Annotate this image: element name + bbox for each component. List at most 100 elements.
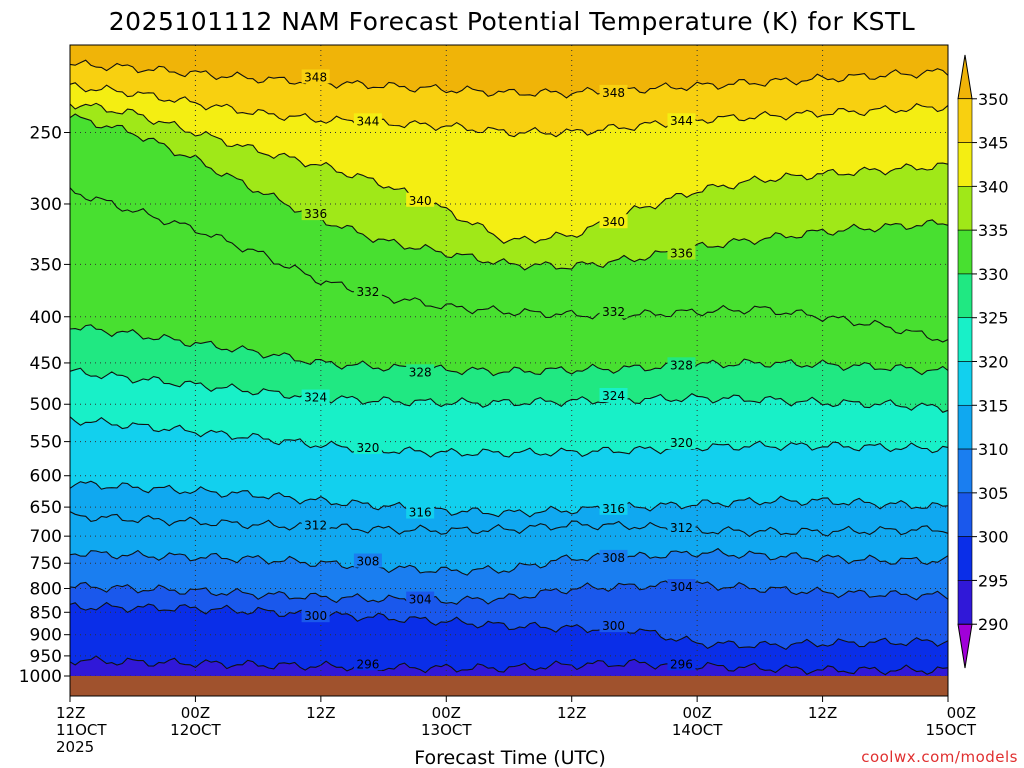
contour-label-320-1: 320 [670,436,693,450]
x-tick-label: 15OCT [925,721,976,739]
x-tick-label: 00Z [181,704,210,722]
colorbar-label: 330 [978,265,1009,284]
contour-labels: 348 348 344 344 340 340 336 336 332 332 328 328 324 3… [301,69,696,671]
contour-label-312-0: 312 [304,519,327,533]
contour-label-320-0: 320 [356,441,379,455]
y-tick-label: 600 [30,467,62,487]
contour-label-bg [301,69,330,84]
contour-label-bg [667,113,696,128]
y-tick-label: 650 [30,498,62,518]
colorbar-segment [957,361,973,406]
contour-328 [69,324,949,377]
contour-label-bg [667,245,696,260]
colorbar-segment [957,492,973,537]
contour-label-344-1: 344 [670,114,693,128]
contour-label-bg [667,435,696,450]
contour-label-316-1: 316 [602,502,625,516]
contour-label-300-0: 300 [304,609,327,623]
x-tick-label: 13OCT [421,721,472,739]
y-tick-label: 350 [30,255,62,275]
y-tick-label: 900 [30,626,62,646]
contour-340 [69,102,949,244]
colorbar-segment [957,229,973,275]
colorbar-label: 310 [978,440,1009,459]
y-tick-label: 250 [30,123,62,143]
fill-band-348 [70,60,948,137]
ground-layer [70,676,948,696]
colorbar-segment-top [957,54,973,100]
contour-332 [69,187,949,343]
contour-label-340-1: 340 [602,215,625,229]
contour-344 [69,82,949,138]
contour-324 [69,367,949,413]
y-tick-label: 850 [30,603,62,623]
contour-label-348-1: 348 [602,86,625,100]
contour-label-332-0: 332 [356,285,379,299]
contour-label-bg [667,656,696,671]
y-tick-label: 400 [30,308,62,328]
fill-band-312 [70,511,948,576]
contour-label-bg [406,591,435,606]
x-axis-label: Forecast Time (UTC) [414,747,605,768]
contour-label-bg [301,608,330,623]
contour-label-bg [353,439,382,454]
contour-label-bg [406,364,435,379]
contour-label-bg [353,553,382,568]
colorbar-segment [957,317,973,362]
contour-label-296-0: 296 [356,657,379,671]
colorbar-label: 315 [978,396,1009,415]
contour-label-bg [406,504,435,519]
colorbar-label: 335 [978,221,1009,240]
contour-label-304-0: 304 [409,593,432,607]
x-tick-label: 00Z [947,704,976,722]
colorbar-label: 305 [978,484,1009,503]
fill-band-324 [70,368,948,458]
colorbar-segment [957,273,973,319]
colorbar-label: 350 [978,90,1009,109]
contour-label-bg [301,389,330,404]
contour-label-bg [667,357,696,372]
contour-label-300-1: 300 [602,619,625,633]
credit-text: coolwx.com/models [861,748,1018,766]
contour-296 [69,655,949,676]
colorbar-label: 325 [978,309,1009,328]
y-tick-label: 1000 [19,667,62,687]
contour-lines [69,59,949,676]
temperature-fills [70,45,948,676]
x-tick-label: 2025 [56,738,94,756]
y-tick-label: 950 [30,647,62,667]
contour-label-348-0: 348 [304,70,327,84]
contour-320 [69,416,949,458]
x-tick-label: 00Z [432,704,461,722]
contour-336 [69,113,949,271]
contour-label-304-1: 304 [670,580,693,594]
colorbar-label: 295 [978,571,1009,590]
colorbar-label: 290 [978,615,1009,634]
contour-label-bg [667,579,696,594]
contour-label-332-1: 332 [602,305,625,319]
contour-label-312-1: 312 [670,521,693,535]
contour-label-336-0: 336 [304,207,327,221]
fill-band-340 [70,103,948,270]
contour-label-bg [599,387,628,402]
contour-label-bg [599,549,628,564]
fill-band-304 [70,581,948,650]
fill-band-316 [70,481,948,537]
contour-label-bg [599,304,628,319]
contour-label-328-0: 328 [409,365,432,379]
fill-band-308 [70,548,948,605]
contour-label-bg [599,500,628,515]
contour-label-bg [599,214,628,229]
colorbar-segment [957,404,973,450]
y-tick-label: 300 [30,195,62,215]
x-tick-label: 12Z [808,704,837,722]
contour-label-324-1: 324 [602,389,625,403]
contour-304 [69,580,949,605]
contour-308 [69,547,949,576]
contour-label-bg [301,206,330,221]
contour-label-bg [353,283,382,298]
colorbar: 350 345 340 335 330 325 320 315 310 305 300 295 290 [957,54,1009,669]
y-tick-label: 450 [30,354,62,374]
y-tick-label: 800 [30,580,62,600]
